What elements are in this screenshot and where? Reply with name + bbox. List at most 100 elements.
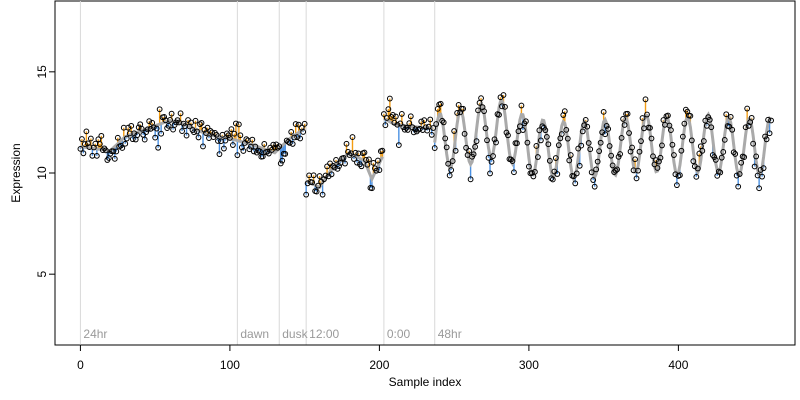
residual-segments [79, 95, 772, 195]
data-point [295, 121, 302, 128]
data-point [155, 144, 162, 151]
data-point [578, 142, 585, 149]
data-point [144, 126, 151, 133]
data-point [654, 165, 661, 171]
data-point [232, 120, 239, 127]
data-point [330, 163, 336, 169]
data-point [594, 158, 601, 165]
vertical-marker-labels: 24hr dawn dusk 12:00 0:00 48hr [83, 327, 461, 341]
data-point [763, 136, 770, 143]
data-point [735, 183, 742, 190]
data-point [618, 134, 625, 141]
data-point [177, 110, 184, 117]
data-point [582, 116, 589, 123]
data-point [195, 134, 202, 141]
data-point [566, 157, 573, 164]
plot-frame [54, 0, 796, 346]
data-point [443, 144, 450, 151]
vertical-marker-label: 0:00 [387, 327, 411, 341]
data-point [457, 109, 464, 116]
data-point [554, 171, 561, 177]
data-point [760, 165, 767, 172]
data-point [708, 124, 715, 131]
data-point [572, 180, 579, 187]
data-point [481, 108, 487, 115]
vertical-marker-label: 24hr [83, 327, 107, 341]
x-tick-label: 300 [519, 358, 539, 372]
data-point [543, 133, 550, 140]
x-tick-label: 100 [220, 358, 240, 372]
data-point [150, 124, 157, 131]
data-point [427, 116, 434, 123]
data-point [122, 140, 129, 147]
y-axis: 5 10 15 [35, 65, 56, 278]
data-point [446, 172, 453, 179]
data-point [626, 130, 632, 136]
data-point [665, 112, 671, 119]
data-point [493, 139, 499, 146]
data-point [324, 163, 330, 170]
data-point [310, 172, 317, 179]
data-point [596, 148, 603, 155]
data-point [615, 153, 622, 160]
data-point [460, 105, 467, 112]
data-point [364, 161, 371, 168]
data-point [392, 113, 399, 120]
data-point [227, 135, 233, 141]
data-point [608, 152, 615, 159]
data-point [380, 111, 387, 117]
data-point [621, 122, 628, 128]
data-point [602, 131, 609, 138]
data-point [753, 153, 760, 160]
data-point [216, 151, 223, 158]
data-point [229, 142, 236, 148]
data-point [653, 157, 659, 163]
data-point [717, 169, 724, 176]
data-point [235, 121, 242, 128]
data-point [93, 152, 100, 159]
data-point [442, 135, 449, 142]
vertical-marker-label: dusk [282, 327, 308, 341]
data-point [573, 170, 580, 177]
data-point [96, 141, 103, 147]
data-point [147, 125, 154, 132]
data-point [385, 106, 392, 113]
data-point [555, 142, 562, 149]
data-point [129, 136, 136, 143]
data-point [593, 166, 600, 173]
data-point [289, 141, 296, 147]
data-point [197, 121, 203, 128]
data-point [690, 158, 697, 165]
data-point [545, 141, 552, 148]
data-point [113, 148, 120, 155]
data-point [141, 136, 148, 143]
data-point [198, 120, 205, 126]
data-point [421, 117, 428, 124]
data-point [455, 101, 462, 108]
data-point [449, 158, 456, 164]
data-point [576, 162, 583, 169]
data-point [744, 105, 751, 112]
data-point [265, 150, 272, 157]
data-point [706, 116, 713, 123]
data-point [600, 108, 607, 115]
data-point [349, 134, 356, 140]
data-point [297, 135, 304, 142]
data-point [617, 151, 623, 157]
data-point [249, 136, 256, 143]
data-point [750, 140, 757, 147]
data-point [416, 125, 423, 132]
data-point [369, 185, 375, 192]
data-point [520, 127, 526, 133]
data-point [215, 138, 221, 144]
data-point [87, 135, 94, 142]
data-point [751, 163, 758, 170]
data-points [77, 92, 774, 198]
data-point [470, 151, 477, 158]
data-point [321, 176, 327, 183]
data-point [694, 165, 701, 172]
data-point [603, 123, 610, 129]
data-point [671, 152, 677, 158]
data-point [733, 172, 740, 179]
data-point [285, 138, 292, 145]
